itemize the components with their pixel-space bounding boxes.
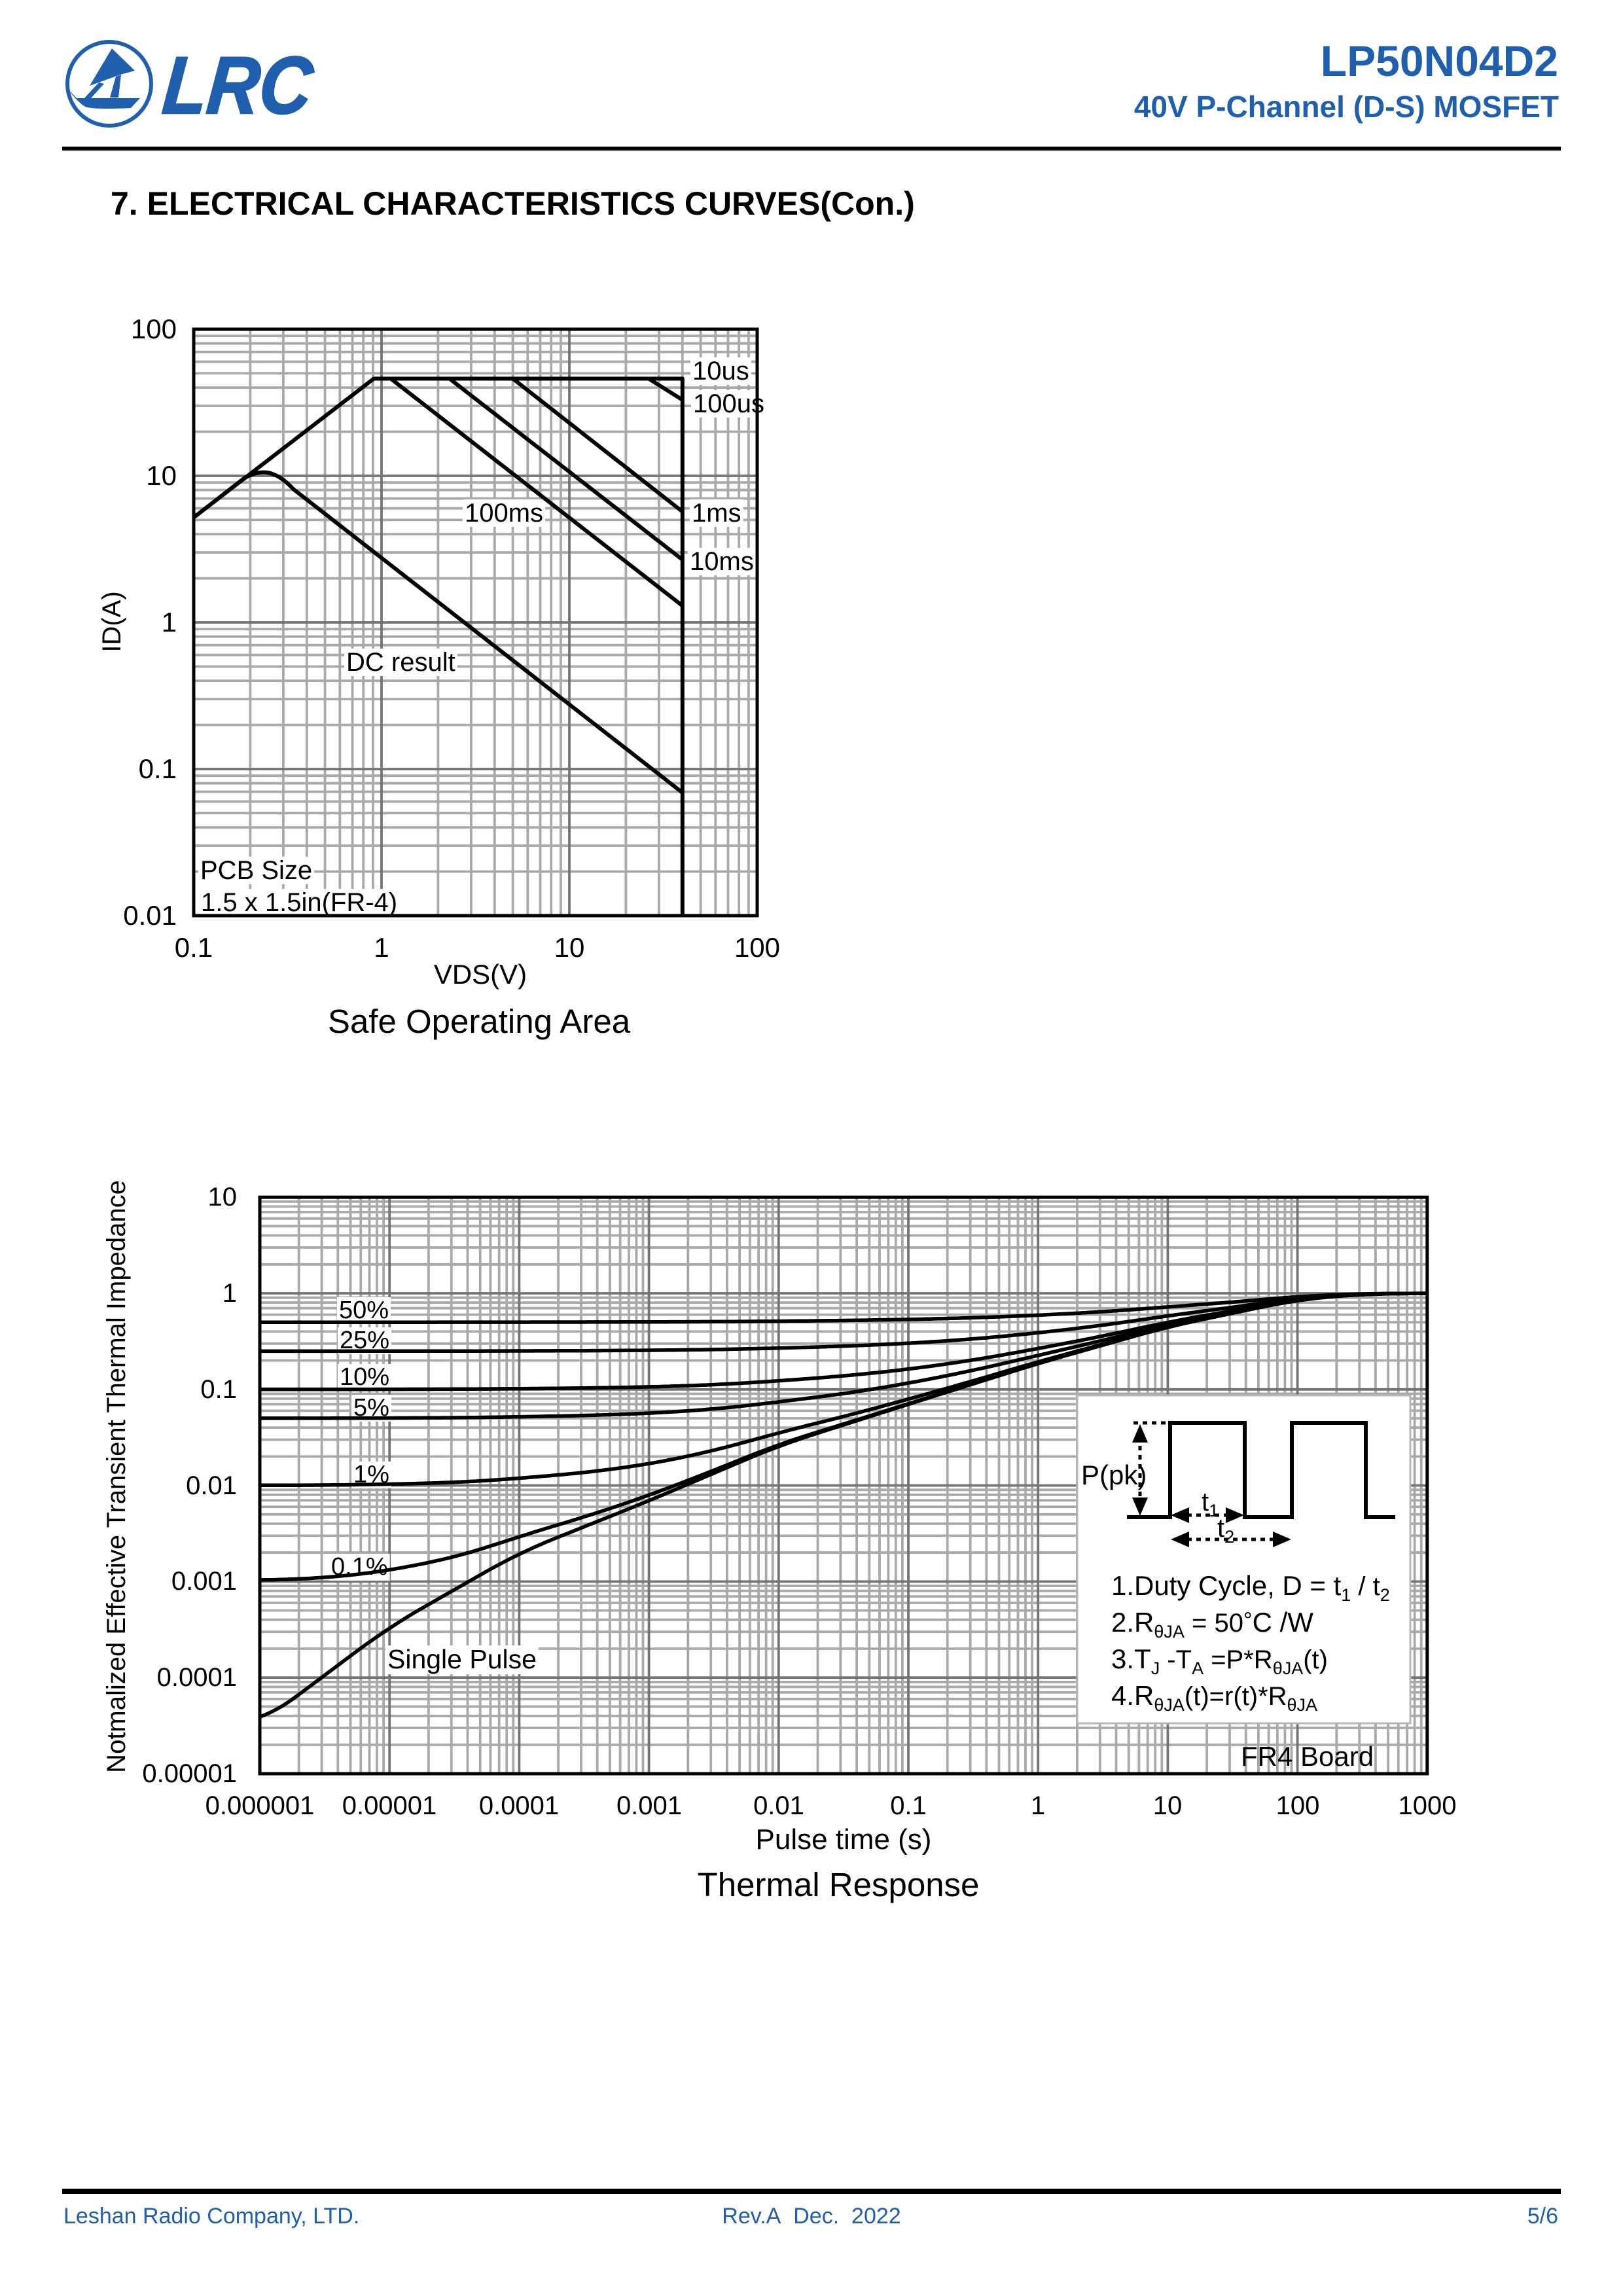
svg-text:40V P-Channel (D-S) MOSFET: 40V P-Channel (D-S) MOSFET <box>1134 90 1559 124</box>
svg-text:10: 10 <box>554 932 585 963</box>
svg-text:50%: 50% <box>339 1297 389 1324</box>
svg-text:1%: 1% <box>353 1461 389 1488</box>
svg-text:Thermal Response: Thermal Response <box>698 1866 980 1903</box>
svg-text:Rev.A Dec. 2022: Rev.A Dec. 2022 <box>722 2204 901 2229</box>
svg-text:0.01: 0.01 <box>753 1791 804 1820</box>
svg-text:0.01: 0.01 <box>123 900 177 931</box>
svg-text:VDS(V): VDS(V) <box>434 959 527 990</box>
svg-text:P(pk): P(pk) <box>1081 1460 1147 1490</box>
svg-text:0.001: 0.001 <box>171 1567 237 1596</box>
svg-text:0.01: 0.01 <box>186 1471 237 1500</box>
svg-text:10: 10 <box>208 1183 238 1211</box>
svg-text:1: 1 <box>1031 1791 1045 1820</box>
svg-text:100: 100 <box>1276 1791 1320 1820</box>
svg-text:1: 1 <box>374 932 389 963</box>
svg-text:5/6: 5/6 <box>1527 2204 1558 2229</box>
svg-text:LRC: LRC <box>160 41 317 131</box>
svg-text:1.Duty Cycle, D = t1 / t2: 1.Duty Cycle, D = t1 / t2 <box>1111 1570 1390 1605</box>
svg-text:Notmalized Effective Transient: Notmalized Effective Transient Thermal I… <box>102 1180 131 1773</box>
svg-text:Safe Operating Area: Safe Operating Area <box>328 1003 631 1040</box>
svg-text:0.1: 0.1 <box>200 1375 237 1404</box>
svg-text:4.RθJA(t)=r(t)*RθJA: 4.RθJA(t)=r(t)*RθJA <box>1111 1680 1317 1715</box>
svg-text:PCB Size: PCB Size <box>200 856 312 885</box>
svg-text:1ms: 1ms <box>692 499 741 528</box>
svg-text:100ms: 100ms <box>465 499 543 528</box>
svg-text:FR4 Board: FR4 Board <box>1241 1741 1374 1772</box>
svg-text:10ms: 10ms <box>690 547 754 576</box>
svg-text:1: 1 <box>223 1279 237 1308</box>
svg-text:100: 100 <box>734 932 780 963</box>
svg-text:0.0001: 0.0001 <box>157 1663 237 1692</box>
svg-text:Pulse time (s): Pulse time (s) <box>756 1823 932 1856</box>
svg-text:10: 10 <box>146 460 177 491</box>
svg-text:0.000001: 0.000001 <box>205 1791 315 1820</box>
svg-text:1: 1 <box>162 607 177 637</box>
svg-text:Leshan Radio Company, LTD.: Leshan Radio Company, LTD. <box>63 2204 359 2229</box>
svg-text:Single Pulse: Single Pulse <box>387 1644 537 1674</box>
svg-text:5%: 5% <box>353 1394 389 1422</box>
svg-text:0.1: 0.1 <box>175 932 213 963</box>
svg-text:0.00001: 0.00001 <box>142 1759 237 1788</box>
svg-text:0.1: 0.1 <box>139 753 177 784</box>
svg-text:10: 10 <box>1153 1791 1183 1820</box>
svg-text:DC result: DC result <box>346 648 455 677</box>
svg-text:0.1: 0.1 <box>890 1791 927 1820</box>
svg-text:100us: 100us <box>693 389 764 418</box>
svg-text:0.00001: 0.00001 <box>342 1791 437 1820</box>
svg-text:25%: 25% <box>340 1327 389 1354</box>
svg-text:100: 100 <box>131 314 177 344</box>
svg-text:0.001: 0.001 <box>616 1791 682 1820</box>
svg-text:LP50N04D2: LP50N04D2 <box>1321 37 1558 85</box>
svg-text:10us: 10us <box>692 357 749 386</box>
svg-text:7. ELECTRICAL CHARACTERISTICS: 7. ELECTRICAL CHARACTERISTICS CURVES(Con… <box>111 185 915 222</box>
svg-text:0.1%: 0.1% <box>331 1553 388 1581</box>
svg-text:1000: 1000 <box>1399 1791 1457 1820</box>
svg-text:2.RθJA = 50°C /W: 2.RθJA = 50°C /W <box>1111 1607 1313 1641</box>
svg-text:1.5 x 1.5in(FR-4): 1.5 x 1.5in(FR-4) <box>201 888 397 917</box>
svg-text:ID(A): ID(A) <box>98 591 126 652</box>
svg-text:10%: 10% <box>340 1363 389 1391</box>
svg-text:0.0001: 0.0001 <box>479 1791 559 1820</box>
